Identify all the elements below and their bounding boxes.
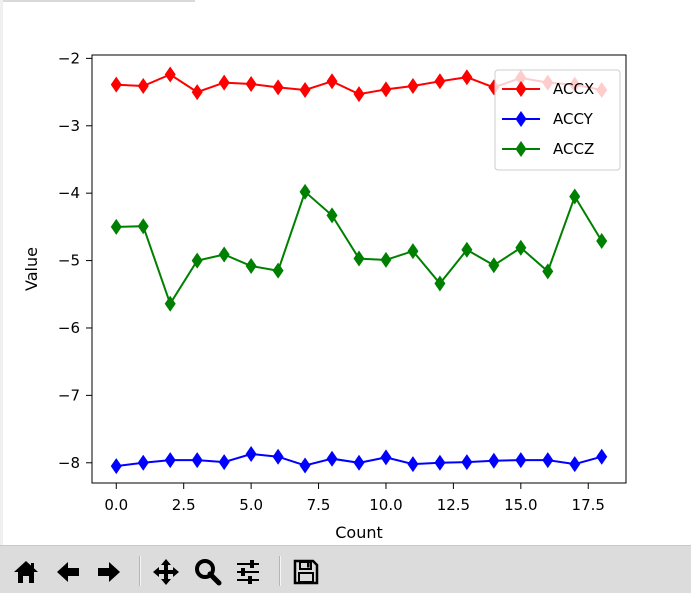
x-tick-label: 12.5 (437, 496, 470, 514)
configure-subplots-button[interactable] (231, 556, 265, 588)
legend-box (494, 69, 621, 171)
x-tick-label: 2.5 (172, 496, 196, 514)
plot-frame (91, 54, 627, 484)
data-point-accx (110, 76, 122, 93)
back-button[interactable] (51, 556, 85, 588)
data-point-accy (461, 454, 473, 471)
y-tick-label: −8 (58, 454, 80, 472)
data-point-accx (353, 86, 365, 103)
data-point-accy (569, 456, 581, 473)
line-chart: 0.0 2.5 5.0 7.5 10.0 12.5 15.0 17.5 −2 −3 −4 −5 −6 −7… (22, 49, 627, 542)
data-point-accx (461, 69, 473, 86)
data-point-accz (137, 218, 149, 235)
window-left-edge (0, 0, 3, 545)
data-point-accy (434, 454, 446, 471)
y-tick-label: −7 (58, 386, 80, 404)
data-point-accx (164, 66, 176, 83)
data-point-accz (272, 262, 284, 279)
data-point-accy (299, 457, 311, 474)
data-point-accz (461, 241, 473, 258)
data-point-accy (326, 450, 338, 467)
save-button[interactable] (289, 556, 323, 588)
legend-marker-accx (515, 81, 527, 97)
data-point-accy (542, 452, 554, 469)
data-point-accx (299, 82, 311, 99)
y-tick-label: −6 (58, 319, 80, 337)
data-point-accy (218, 454, 230, 471)
y-tick-label: −2 (58, 49, 80, 67)
data-point-accz (245, 257, 257, 274)
data-point-accx (326, 73, 338, 90)
forward-button[interactable] (92, 556, 126, 588)
data-point-accz (326, 207, 338, 224)
data-point-accx (191, 84, 203, 101)
x-tick-label: 10.0 (369, 496, 402, 514)
data-point-accy (407, 456, 419, 473)
data-point-accz (380, 251, 392, 268)
arrow-right-icon (98, 562, 120, 582)
legend-label-accz: ACCZ (553, 140, 594, 158)
x-axis-label: Count (335, 523, 383, 542)
pan-button[interactable] (149, 556, 183, 588)
toolbar-separator (279, 556, 281, 586)
data-point-accy (272, 448, 284, 465)
data-point-accx (434, 73, 446, 90)
sliders-icon (237, 560, 259, 584)
data-point-accy (137, 454, 149, 471)
data-point-accz (569, 188, 581, 205)
navigation-toolbar (0, 545, 691, 593)
data-point-accy (515, 452, 527, 469)
data-point-accz (407, 243, 419, 260)
data-point-accy (596, 448, 608, 465)
window-top-strip (0, 0, 195, 2)
data-point-accz (110, 218, 122, 235)
data-point-accz (515, 239, 527, 256)
x-tick-label: 17.5 (572, 496, 605, 514)
x-tick-label: 0.0 (104, 496, 128, 514)
legend-marker-accy (515, 111, 527, 127)
data-point-accz (434, 275, 446, 292)
data-point-accz (299, 183, 311, 200)
data-point-accz (353, 250, 365, 267)
data-point-accz (191, 252, 203, 269)
data-point-accx (272, 79, 284, 96)
data-point-accx (407, 78, 419, 95)
data-point-accy (353, 454, 365, 471)
data-point-accy (191, 452, 203, 469)
legend-label-accy: ACCY (553, 110, 594, 128)
arrow-left-icon (57, 562, 79, 582)
data-point-accy (380, 449, 392, 466)
x-tick-label: 7.5 (307, 496, 331, 514)
home-button[interactable] (9, 556, 43, 588)
move-icon (153, 559, 179, 585)
legend-marker-accz (515, 141, 527, 157)
y-tick-label: −5 (58, 252, 80, 270)
legend: ACCX ACCY ACCZ (494, 69, 621, 171)
x-tick-label: 15.0 (504, 496, 537, 514)
data-point-accx (380, 81, 392, 98)
data-point-accx (137, 78, 149, 95)
y-tick-label: −4 (58, 184, 80, 202)
data-point-accy (245, 446, 257, 463)
data-point-accy (110, 458, 122, 475)
data-point-accz (596, 233, 608, 250)
data-point-accz (542, 263, 554, 280)
home-icon (14, 561, 38, 583)
x-tick-label: 5.0 (239, 496, 263, 514)
zoom-button[interactable] (191, 556, 225, 588)
data-point-accy (164, 452, 176, 469)
toolbar-separator (139, 556, 141, 586)
data-point-accx (245, 75, 257, 92)
data-point-accz (218, 246, 230, 263)
data-point-accz (488, 257, 500, 274)
data-point-accz (164, 295, 176, 312)
magnifier-icon (195, 559, 222, 586)
floppy-disk-icon (293, 559, 319, 585)
y-axis-label: Value (22, 247, 41, 291)
y-tick-label: −3 (58, 117, 80, 135)
legend-label-accx: ACCX (553, 80, 594, 98)
data-point-accy (488, 452, 500, 469)
data-point-accx (218, 74, 230, 91)
